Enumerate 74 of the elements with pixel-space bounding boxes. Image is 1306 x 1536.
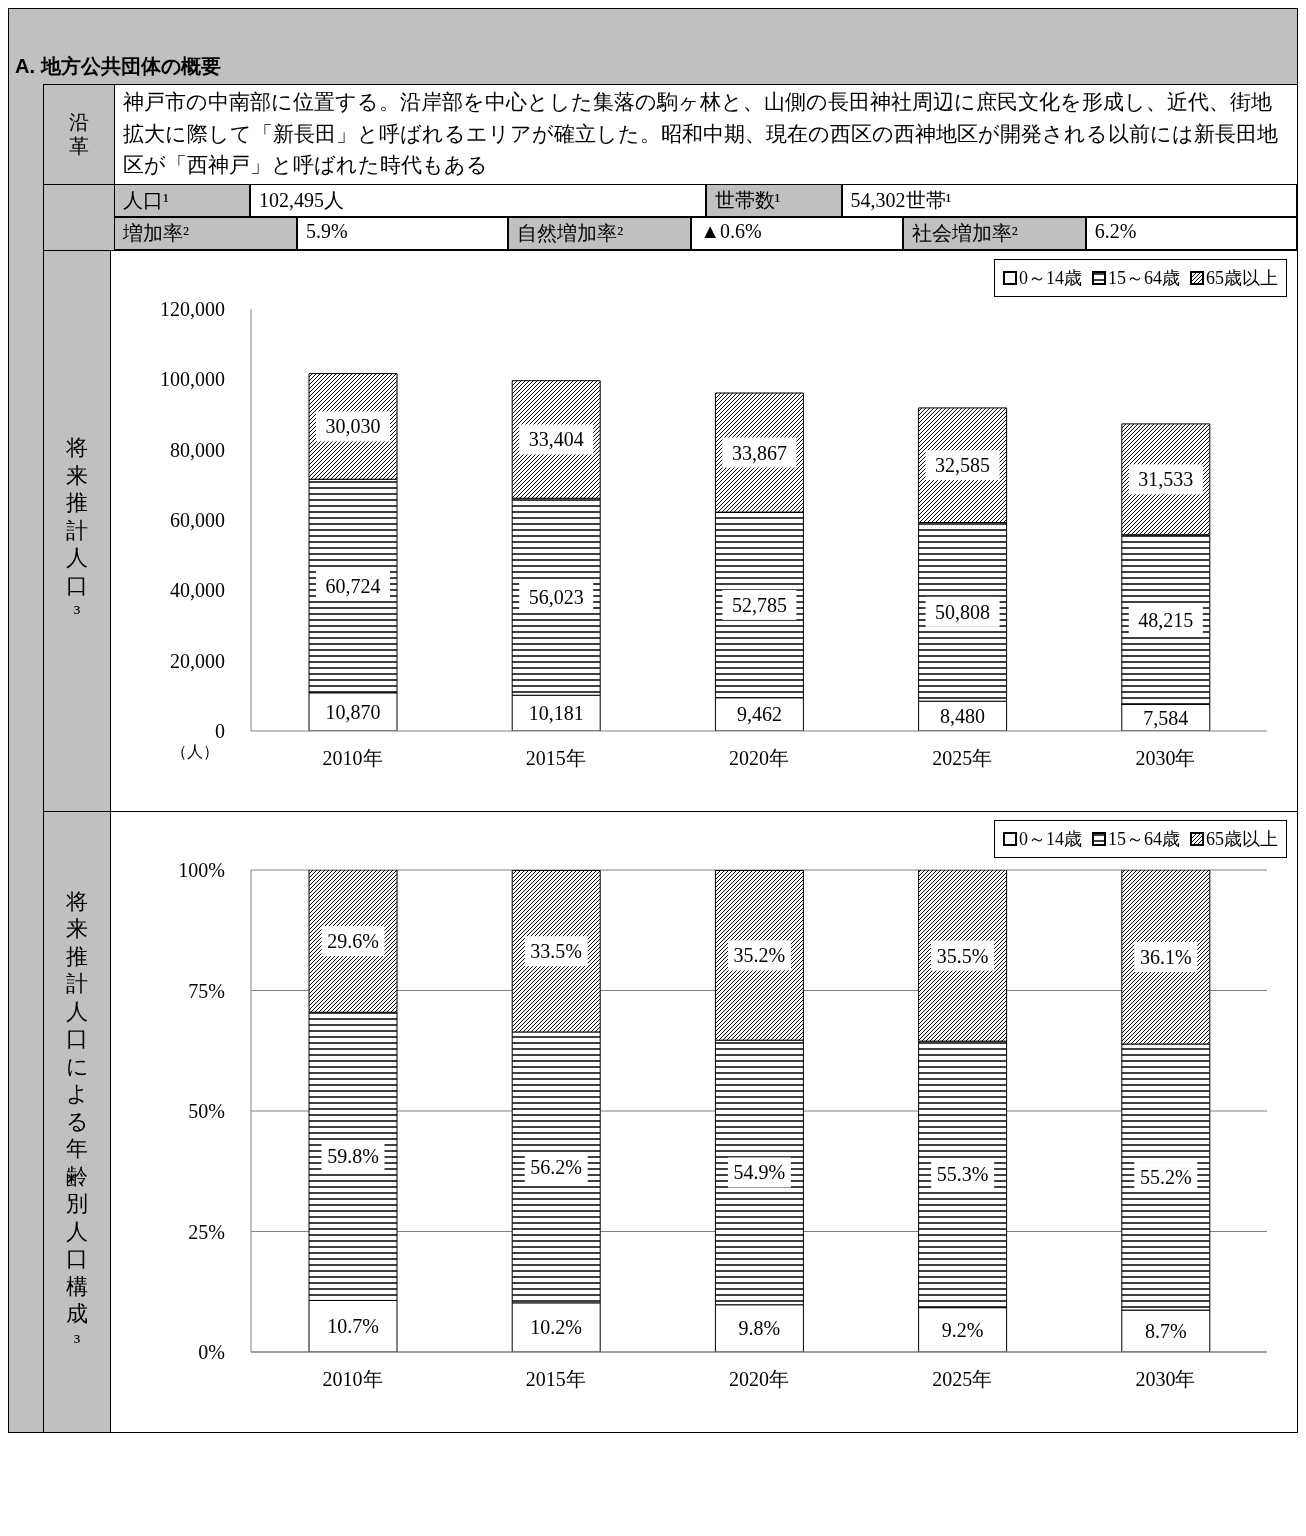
text: 102,495人: [250, 183, 706, 217]
y-tick-label: 40,000: [170, 578, 225, 601]
text: 54,302世帯¹: [841, 183, 1297, 217]
data-label: 60,724: [325, 574, 381, 597]
y-tick-label: 50%: [188, 1099, 225, 1122]
text: 5.9%: [297, 216, 509, 250]
data-label: 31,533: [1138, 467, 1194, 490]
text: A. 地方公共団体の概要: [14, 54, 222, 79]
data-label: 32,585: [935, 453, 991, 476]
legend-label: 15～64歳: [1107, 827, 1180, 851]
legend-label: 0～14歳: [1018, 266, 1082, 290]
data-label: 8,480: [940, 704, 986, 727]
x-tick-label: 2015年: [525, 1367, 586, 1390]
y-tick-label: 100,000: [160, 367, 225, 390]
text: ▲0.6%: [691, 216, 903, 250]
x-tick-label: 2025年: [932, 1367, 993, 1390]
data-label: 9,462: [736, 702, 782, 725]
data-label: 55.2%: [1139, 1165, 1192, 1188]
text: 社会増加率²: [902, 216, 1086, 250]
data-label: 10.2%: [530, 1315, 583, 1338]
data-label: 33,404: [528, 427, 584, 450]
data-label: 10.7%: [327, 1314, 379, 1337]
y-tick-label: 80,000: [170, 438, 225, 461]
data-label: 56,023: [528, 585, 584, 608]
data-label: 10,181: [528, 701, 584, 724]
data-label: 48,215: [1138, 608, 1194, 631]
y-tick-label: 20,000: [170, 649, 225, 672]
x-tick-label: 2020年: [729, 746, 789, 769]
data-label: 9.2%: [941, 1318, 984, 1341]
text: 神戸市の中南部に位置する。沿岸部を中心とした集落の駒ヶ林と、山側の長田神社周辺に庶民文化を形成し、近代、街地拡大に際して「新長田」と呼ばれるエリアが確立した。昭和中期、現在の西区の西神地区が開発される以前には新長田地区が「西神戸」と呼ばれた時代もある: [114, 84, 1297, 184]
y-tick-label: 120,000: [160, 297, 225, 320]
x-tick-label: 2020年: [729, 1367, 789, 1390]
x-tick-label: 2010年: [322, 1367, 383, 1390]
x-tick-label: 2025年: [932, 746, 993, 769]
data-label: 50,808: [935, 600, 991, 623]
data-label: 35.2%: [733, 943, 786, 966]
data-label: 33.5%: [530, 939, 583, 962]
y-tick-label: 100%: [178, 858, 225, 881]
x-tick-label: 2015年: [525, 746, 586, 769]
text: 世帯数¹: [705, 183, 842, 217]
data-label: 36.1%: [1139, 945, 1192, 968]
text: 増加率²: [114, 216, 297, 250]
text: 沿革: [68, 110, 90, 159]
y-tick-label: 0%: [198, 1340, 225, 1363]
data-label: 30,030: [325, 414, 381, 437]
data-label: 10,870: [325, 700, 381, 723]
x-tick-label: 2030年: [1135, 746, 1196, 769]
y-tick-label: 60,000: [170, 508, 225, 531]
legend-label: 0～14歳: [1018, 827, 1082, 851]
data-label: 35.5%: [936, 944, 989, 967]
data-label: 7,584: [1143, 706, 1189, 729]
y-tick-label: 75%: [188, 979, 225, 1002]
data-label: 9.8%: [738, 1316, 781, 1339]
legend-label: 65歳以上: [1205, 266, 1278, 290]
legend-label: 15～64歳: [1107, 266, 1180, 290]
data-label: 8.7%: [1144, 1319, 1187, 1342]
data-label: 29.6%: [327, 929, 379, 952]
y-tick-label: 25%: [188, 1220, 225, 1243]
data-label: 55.3%: [936, 1162, 989, 1185]
text: 6.2%: [1085, 216, 1297, 250]
y-axis-title: 将来推計人口³: [65, 434, 89, 627]
data-label: 59.8%: [327, 1144, 379, 1167]
text: 人口¹: [114, 183, 250, 217]
text: 将来推計人口による年齢別人口構成³: [65, 888, 89, 1354]
data-label: 56.2%: [530, 1155, 583, 1178]
legend-label: 65歳以上: [1205, 827, 1278, 851]
x-tick-label: 2010年: [322, 746, 383, 769]
y-tick-label: 0: [215, 719, 225, 742]
data-label: 52,785: [731, 593, 787, 616]
text: 自然増加率²: [508, 216, 692, 250]
data-label: 54.9%: [733, 1160, 786, 1183]
text: （人）: [171, 741, 219, 762]
x-tick-label: 2030年: [1135, 1367, 1196, 1390]
data-label: 33,867: [731, 441, 787, 464]
